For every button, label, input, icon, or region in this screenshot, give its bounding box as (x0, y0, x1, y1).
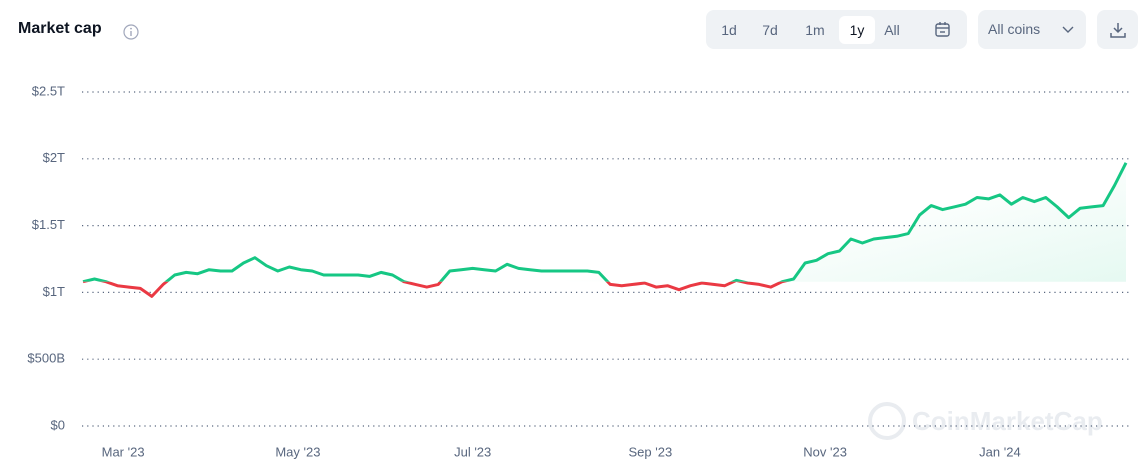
range-button[interactable]: 7d (762, 22, 778, 38)
x-tick-label: Nov '23 (803, 444, 847, 459)
range-button[interactable]: 1y (839, 16, 875, 44)
x-tick-label: Jul '23 (454, 444, 491, 459)
x-tick-label: Mar '23 (102, 444, 145, 459)
coin-filter-label: All coins (988, 21, 1041, 37)
watermark-text: CoinMarketCap (912, 406, 1103, 436)
info-icon[interactable] (123, 24, 139, 40)
y-tick-label: $1.5T (32, 217, 65, 232)
calendar-button[interactable] (934, 21, 951, 38)
download-icon (1110, 23, 1126, 38)
download-button[interactable] (1097, 10, 1138, 49)
watermark: CoinMarketCap (868, 402, 1103, 440)
x-tick-label: May '23 (275, 444, 320, 459)
coin-filter[interactable]: All coins (978, 10, 1086, 49)
range-button[interactable]: 1d (721, 22, 737, 38)
y-tick-label: $2.5T (32, 83, 65, 98)
y-tick-label: $500B (27, 351, 65, 366)
line-up (82, 162, 1128, 282)
y-tick-label: $2T (43, 150, 65, 165)
x-tick-label: Sep '23 (629, 444, 673, 459)
area (83, 162, 1126, 282)
y-tick-label: $1T (43, 284, 65, 299)
range-selector: 1d 7d 1m 1y All (706, 10, 967, 49)
range-button[interactable]: All (884, 22, 900, 38)
range-button[interactable]: 1m (805, 22, 825, 38)
y-tick-label: $0 (51, 417, 65, 432)
chevron (1062, 26, 1074, 33)
chart-title: Market cap (18, 20, 102, 37)
x-tick-label: Jan '24 (979, 444, 1021, 459)
